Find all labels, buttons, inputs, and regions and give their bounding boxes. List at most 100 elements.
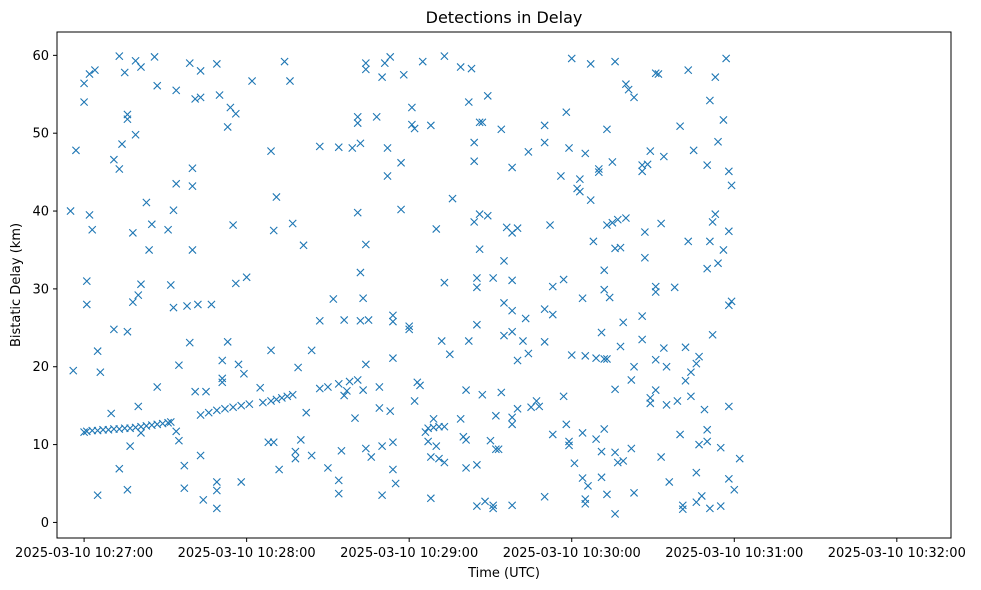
data-point	[624, 85, 633, 94]
data-point	[386, 407, 395, 416]
data-point	[258, 398, 267, 407]
data-point	[183, 302, 192, 311]
data-point	[472, 283, 481, 292]
y-tick-label: 10	[32, 438, 49, 453]
data-point	[359, 294, 368, 303]
data-point	[700, 405, 709, 414]
data-point	[456, 414, 465, 423]
data-point	[172, 427, 181, 436]
data-point	[340, 391, 349, 400]
data-point	[724, 301, 733, 310]
data-point	[464, 98, 473, 107]
data-point	[462, 386, 471, 395]
data-point	[164, 225, 173, 234]
data-point	[440, 278, 449, 287]
data-point	[695, 440, 704, 449]
data-point	[93, 491, 102, 500]
data-point	[681, 343, 690, 352]
data-point	[69, 366, 78, 375]
data-point	[432, 224, 441, 233]
data-point	[638, 167, 647, 176]
data-point	[434, 454, 443, 463]
data-point	[212, 486, 221, 495]
data-point	[361, 444, 370, 453]
data-point	[196, 66, 205, 75]
data-point	[380, 59, 389, 68]
data-point	[627, 375, 636, 384]
data-point	[212, 406, 221, 415]
data-point	[565, 437, 574, 446]
data-point	[299, 241, 308, 250]
data-point	[359, 386, 368, 395]
data-point	[353, 112, 362, 121]
data-point	[589, 237, 598, 246]
data-point	[719, 245, 728, 254]
data-point	[440, 422, 449, 431]
data-point	[711, 73, 720, 82]
data-point	[283, 392, 292, 401]
data-point	[180, 484, 189, 493]
data-point	[692, 498, 701, 507]
data-point	[334, 143, 343, 152]
x-axis-label: Time (UTC)	[467, 566, 540, 581]
data-point	[462, 463, 471, 472]
data-point	[291, 447, 300, 456]
data-point	[470, 157, 479, 166]
data-point	[705, 237, 714, 246]
data-point	[462, 435, 471, 444]
y-tick-label: 40	[32, 205, 49, 220]
x-tick-label: 2025-03-10 10:29:00	[340, 546, 478, 561]
data-point	[307, 451, 316, 460]
data-point	[115, 52, 124, 61]
data-point	[82, 277, 91, 286]
data-point	[508, 501, 517, 510]
data-point	[410, 397, 419, 405]
data-point	[735, 454, 744, 463]
data-point	[196, 93, 205, 102]
x-tick-label: 2025-03-10 10:32:00	[828, 546, 966, 561]
data-point	[478, 390, 487, 399]
data-point	[223, 122, 232, 131]
data-point	[429, 414, 438, 423]
data-point	[594, 168, 603, 177]
data-point	[440, 458, 449, 467]
data-point	[410, 124, 419, 133]
y-tick-label: 60	[32, 49, 49, 64]
data-point	[361, 360, 370, 369]
data-point	[196, 451, 205, 460]
data-point	[275, 465, 284, 474]
data-point	[174, 361, 183, 370]
data-point	[356, 139, 365, 148]
data-point	[231, 109, 240, 118]
data-point	[703, 264, 712, 273]
data-point	[367, 453, 376, 462]
data-point	[670, 283, 679, 292]
data-point	[475, 118, 484, 127]
data-point	[188, 245, 197, 254]
chart-title: Detections in Delay	[426, 8, 583, 27]
data-point	[351, 414, 359, 423]
plot-frame	[56, 31, 952, 539]
data-point	[267, 346, 276, 355]
data-point	[546, 221, 555, 230]
data-point	[651, 386, 660, 395]
data-point	[651, 288, 660, 296]
data-point	[269, 438, 278, 447]
data-point	[356, 316, 365, 325]
data-point	[407, 120, 416, 129]
data-point	[489, 504, 498, 513]
data-point	[378, 491, 387, 500]
data-point	[562, 108, 571, 117]
data-point	[730, 485, 739, 494]
data-point	[662, 400, 671, 409]
data-point	[131, 56, 140, 65]
data-point	[578, 428, 587, 437]
data-point	[508, 420, 517, 429]
data-point	[570, 459, 579, 468]
data-point	[592, 354, 601, 363]
data-point	[334, 489, 343, 498]
data-point	[383, 144, 392, 152]
data-point	[703, 161, 712, 170]
data-point	[724, 167, 733, 176]
data-point	[426, 453, 435, 462]
